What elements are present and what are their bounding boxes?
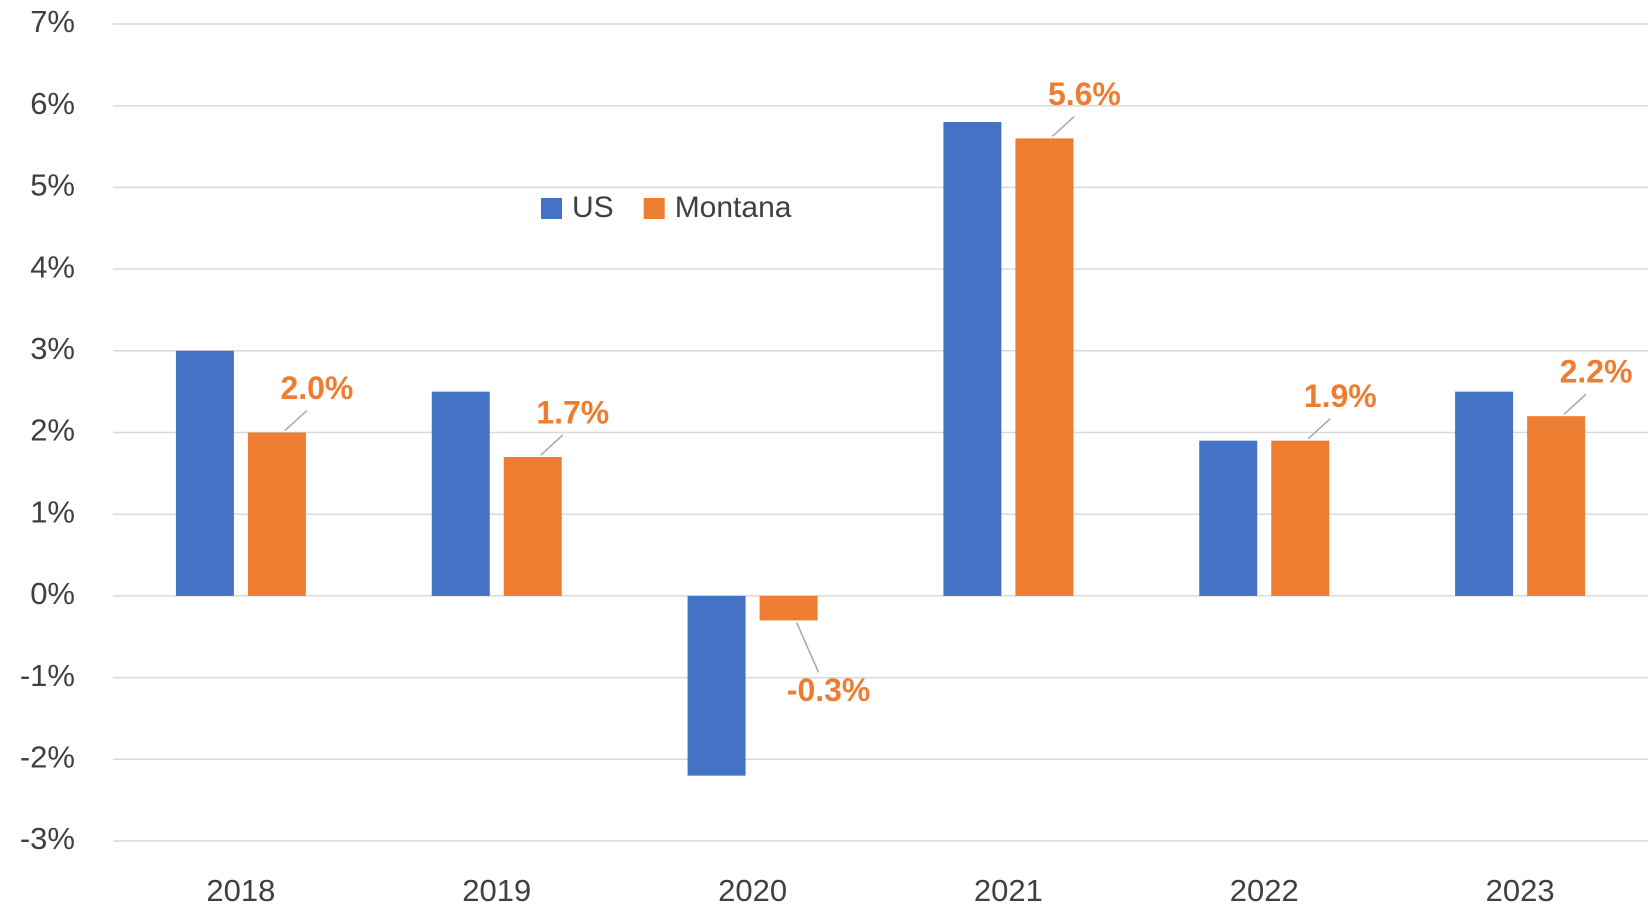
bar bbox=[503, 457, 562, 596]
x-tick-label: 2022 bbox=[1230, 873, 1299, 908]
legend-label: US bbox=[572, 191, 614, 224]
value-label: 1.9% bbox=[1304, 378, 1377, 414]
legend-swatch bbox=[643, 198, 665, 219]
leader-line bbox=[795, 622, 820, 673]
leader-line bbox=[1563, 393, 1587, 415]
bar bbox=[759, 595, 818, 621]
value-label: -0.3% bbox=[787, 672, 871, 708]
y-tick-label: 5% bbox=[30, 168, 75, 203]
leader-line bbox=[1307, 418, 1331, 440]
value-label: 1.7% bbox=[536, 394, 609, 430]
y-tick-label: 4% bbox=[30, 249, 75, 284]
bar bbox=[247, 432, 306, 596]
y-tick-label: -3% bbox=[20, 821, 75, 856]
bar bbox=[175, 350, 234, 596]
x-tick-label: 2020 bbox=[718, 873, 787, 908]
bar bbox=[1271, 440, 1330, 596]
bar bbox=[943, 122, 1002, 596]
bar bbox=[431, 391, 490, 596]
legend-label: Montana bbox=[675, 191, 792, 224]
y-tick-label: 2% bbox=[30, 413, 75, 448]
y-tick-label: 6% bbox=[30, 86, 75, 121]
x-tick-label: 2021 bbox=[974, 873, 1043, 908]
x-tick-label: 2018 bbox=[206, 873, 275, 908]
y-tick-label: -2% bbox=[20, 739, 75, 774]
y-tick-label: 7% bbox=[30, 4, 75, 39]
leader-line bbox=[1051, 115, 1075, 137]
bar bbox=[1527, 416, 1586, 596]
bar bbox=[687, 595, 746, 776]
bar bbox=[1455, 391, 1514, 596]
bar bbox=[1015, 138, 1074, 596]
leader-line bbox=[284, 409, 308, 432]
value-label: 2.0% bbox=[280, 370, 353, 406]
y-tick-label: 0% bbox=[30, 576, 75, 611]
leader-line bbox=[540, 434, 564, 456]
x-tick-label: 2019 bbox=[462, 873, 531, 908]
x-tick-label: 2023 bbox=[1486, 873, 1555, 908]
value-label: 5.6% bbox=[1048, 76, 1121, 112]
y-tick-label: 1% bbox=[30, 494, 75, 529]
bar bbox=[1199, 440, 1258, 596]
y-tick-label: 3% bbox=[30, 331, 75, 366]
legend-swatch bbox=[541, 198, 562, 219]
value-label: 2.2% bbox=[1560, 354, 1633, 390]
y-tick-label: -1% bbox=[20, 658, 75, 693]
